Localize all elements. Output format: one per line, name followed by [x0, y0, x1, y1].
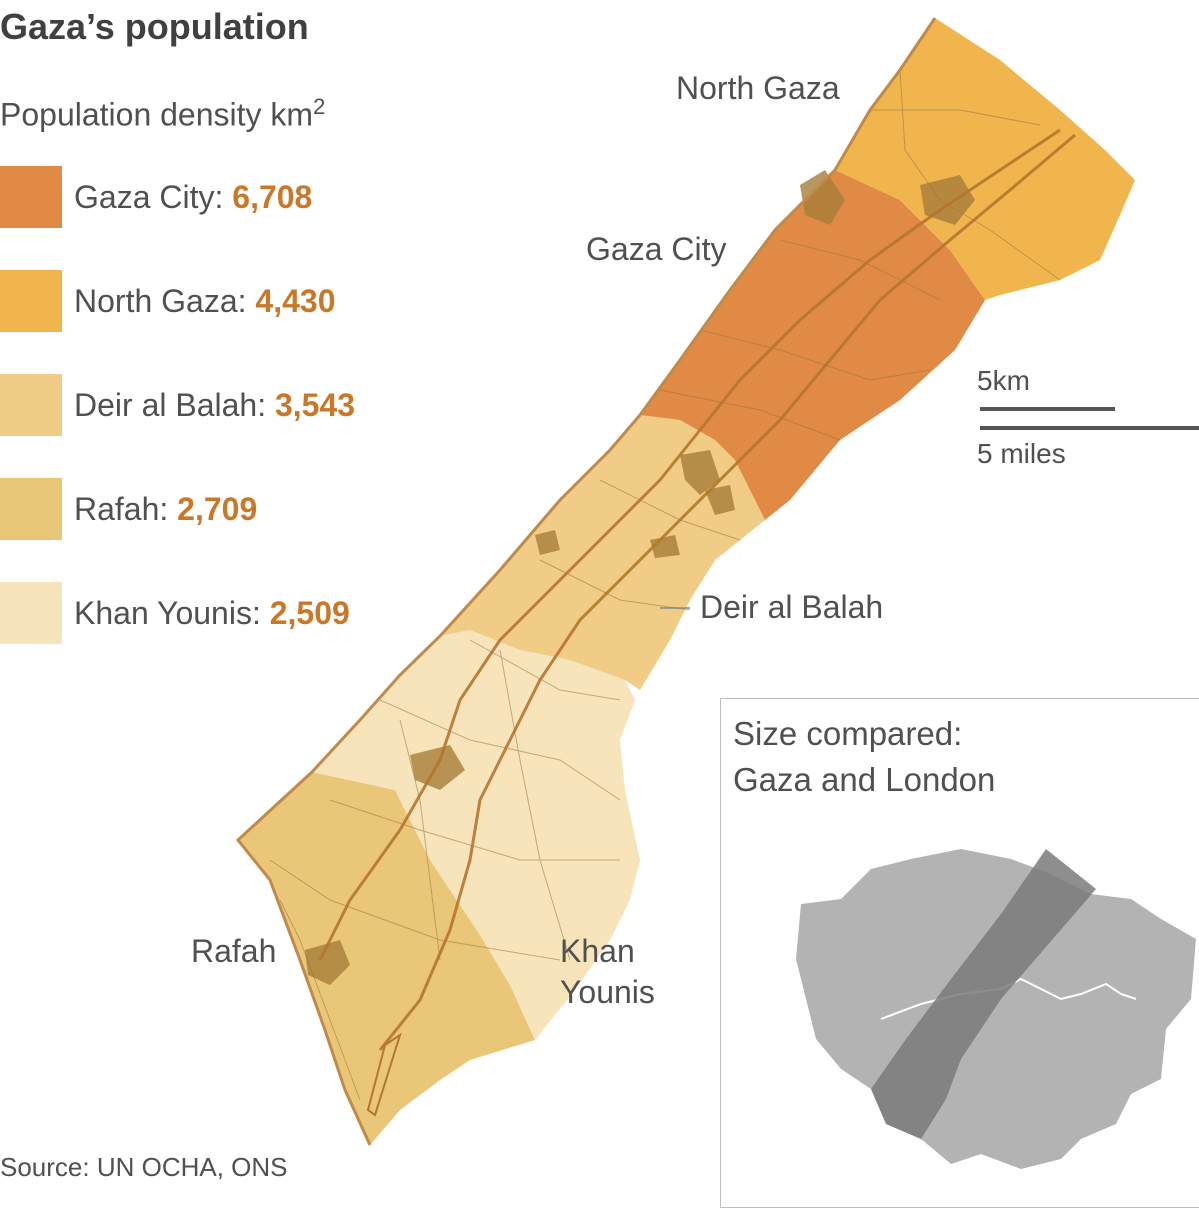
legend-swatch	[0, 166, 62, 228]
legend-value: 2,509	[269, 594, 350, 631]
legend-label: Gaza City	[74, 178, 215, 215]
size-comparison-panel: Size compared: Gaza and London	[720, 698, 1199, 1208]
map-label-khan-younis-line2: Younis	[560, 974, 655, 1010]
gaza-overlay-shape	[871, 849, 1096, 1139]
map-label-rafah: Rafah	[191, 933, 277, 969]
comparison-title-line2: Gaza and London	[733, 761, 996, 798]
comparison-title: Size compared: Gaza and London	[733, 711, 995, 803]
subtitle-text: Population density km	[0, 96, 314, 133]
airport-runway	[366, 1032, 402, 1117]
legend-item-deir-al-balah: Deir al Balah: 3,543	[0, 374, 355, 436]
main-roads	[318, 128, 1076, 1051]
legend-item-rafah: Rafah: 2,709	[0, 478, 257, 540]
comparison-title-line1: Size compared:	[733, 715, 963, 752]
internal-boundaries	[269, 69, 1061, 1101]
chart-title: Gaza’s population	[0, 6, 309, 47]
legend-swatch	[0, 478, 62, 540]
legend-swatch	[0, 582, 62, 644]
legend-value: 4,430	[255, 282, 336, 319]
subtitle-superscript: 2	[313, 94, 326, 119]
london-outline-shape	[796, 849, 1196, 1169]
legend-value: 3,543	[274, 386, 356, 423]
legend-item-north-gaza: North Gaza: 4,430	[0, 270, 335, 332]
london-gaza-comparison-graphic	[796, 849, 1196, 1169]
legend-swatch	[0, 270, 62, 332]
region-north-gaza	[835, 18, 1135, 300]
scale-label-km: 5km	[977, 365, 1030, 396]
legend-subtitle: Population density km2	[0, 94, 325, 134]
region-deir-al-balah	[440, 415, 765, 690]
legend-value: 2,709	[177, 490, 258, 527]
region-gaza-city	[640, 170, 985, 520]
legend-label: Deir al Balah	[74, 386, 258, 423]
map-label-khan-younis-line1: Khan	[560, 933, 635, 969]
legend-label: North Gaza	[74, 282, 238, 319]
legend-item-gaza-city: Gaza City: 6,708	[0, 166, 312, 228]
legend-label: Rafah	[74, 490, 160, 527]
legend-item-khan-younis: Khan Younis: 2,509	[0, 582, 350, 644]
map-label-deir-al-balah: Deir al Balah	[700, 589, 884, 625]
source-note: Source: UN OCHA, ONS	[0, 1152, 288, 1182]
map-label-gaza-city: Gaza City	[586, 231, 727, 267]
legend-label: Khan Younis	[74, 594, 252, 631]
legend-swatch	[0, 374, 62, 436]
scale-label-miles: 5 miles	[977, 438, 1066, 469]
region-khan-younis	[312, 630, 640, 1040]
legend-value: 6,708	[232, 178, 313, 215]
map-label-north-gaza: North Gaza	[676, 70, 840, 106]
coastline	[235, 17, 937, 1146]
region-rafah	[238, 772, 535, 1145]
